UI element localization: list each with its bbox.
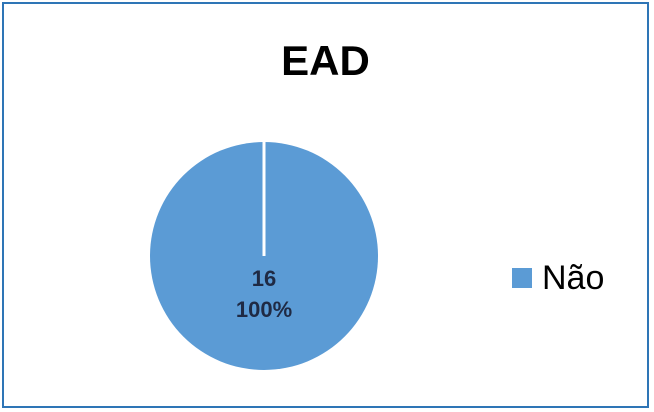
pie-percent-label-0: 100% [236, 297, 292, 322]
pie-data-labels: 16 100% [236, 266, 292, 322]
chart-title: EAD [281, 37, 370, 84]
chart-frame: EAD 16 100% Não [2, 2, 649, 408]
legend-label-nao: Não [542, 259, 605, 297]
legend: Não [512, 258, 604, 298]
legend-swatch-nao [512, 268, 532, 288]
pie-slices [150, 142, 378, 370]
pie-chart: 16 100% [150, 142, 378, 370]
pie-value-label-0: 16 [252, 266, 276, 291]
